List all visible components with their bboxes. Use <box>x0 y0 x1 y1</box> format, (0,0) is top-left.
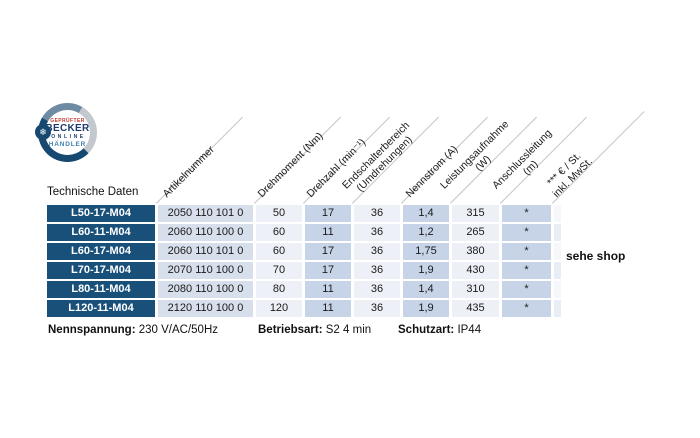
table-cell: * <box>502 205 551 222</box>
model-cell: L80-11-M04 <box>47 281 155 298</box>
table-cell: 265 <box>452 224 499 241</box>
spec-label: Betriebsart: <box>258 324 323 336</box>
table-cell: 17 <box>305 205 351 222</box>
table-cell: 70 <box>256 262 302 279</box>
table-cell: 435 <box>452 300 499 317</box>
column-header-artikelnummer: Artikelnummer <box>160 143 217 200</box>
spec-label: Schutzart: <box>398 324 455 336</box>
table-cell: 310 <box>452 281 499 298</box>
table-cell: * <box>502 243 551 260</box>
table-cell: 1,2 <box>403 224 449 241</box>
table-cell: 430 <box>452 262 499 279</box>
spec-value: 230 V/AC/50Hz <box>138 324 218 336</box>
model-cell: L60-17-M04 <box>47 243 155 260</box>
table-cell: 380 <box>452 243 499 260</box>
badge-text-haendler: HÄNDLER <box>48 140 87 148</box>
table-cell: 1,4 <box>403 281 449 298</box>
spec-label: Nennspannung: <box>48 324 136 336</box>
page-title: Technische Daten <box>47 186 139 198</box>
table-cell: 11 <box>305 300 351 317</box>
table-cell: 60 <box>256 224 302 241</box>
model-cell: L70-17-M04 <box>47 262 155 279</box>
table-cell: 36 <box>354 243 400 260</box>
table-cell: 2050 110 101 0 <box>158 205 253 222</box>
table-cell <box>554 300 561 317</box>
model-cell: L60-11-M04 <box>47 224 155 241</box>
becker-dealer-badge: GEPRÜFTER BECKER ONLINE HÄNDLER ❄ <box>35 103 97 162</box>
table-cell: 36 <box>354 281 400 298</box>
table-cell: 2060 110 101 0 <box>158 243 253 260</box>
table-cell: 36 <box>354 224 400 241</box>
table-cell: 60 <box>256 243 302 260</box>
badge-center: GEPRÜFTER BECKER ONLINE HÄNDLER <box>45 110 90 155</box>
badge-text-online: ONLINE <box>51 133 86 140</box>
table-cell: * <box>502 300 551 317</box>
table-cell: 17 <box>305 262 351 279</box>
table-cell: 11 <box>305 281 351 298</box>
table-cell: 17 <box>305 243 351 260</box>
spec-value: S2 4 min <box>325 324 372 336</box>
table-cell <box>554 281 561 298</box>
table-cell: 315 <box>452 205 499 222</box>
snowflake-icon: ❄ <box>35 124 51 140</box>
table-cell: 50 <box>256 205 302 222</box>
table-cell: 2080 110 100 0 <box>158 281 253 298</box>
table-cell: * <box>502 281 551 298</box>
spec-nennspannung: Nennspannung: 230 V/AC/50Hz <box>48 324 218 336</box>
table-cell <box>554 205 561 222</box>
table-cell: 1,9 <box>403 262 449 279</box>
spec-betriebsart: Betriebsart: S2 4 min <box>258 324 371 336</box>
table-cell: 1,9 <box>403 300 449 317</box>
table-cell <box>554 224 561 241</box>
model-cell: L120-11-M04 <box>47 300 155 317</box>
spec-value: IP44 <box>457 324 482 336</box>
table-cell: 1,75 <box>403 243 449 260</box>
table-cell: 36 <box>354 300 400 317</box>
table-cell: 80 <box>256 281 302 298</box>
technical-data-table: L50-17-M04 2050 110 101 0 50 17 36 1,4 3… <box>47 205 561 317</box>
table-cell: 2120 110 100 0 <box>158 300 253 317</box>
table-cell: 120 <box>256 300 302 317</box>
table-cell: 36 <box>354 205 400 222</box>
table-cell: 1,4 <box>403 205 449 222</box>
table-cell: 2060 110 100 0 <box>158 224 253 241</box>
table-cell: * <box>502 262 551 279</box>
badge-brand: BECKER <box>45 122 90 134</box>
table-cell: * <box>502 224 551 241</box>
table-cell: 36 <box>354 262 400 279</box>
table-cell: 11 <box>305 224 351 241</box>
table-cell: 2070 110 100 0 <box>158 262 253 279</box>
price-note: sehe shop <box>566 249 626 263</box>
spec-schutzart: Schutzart: IP44 <box>398 324 481 336</box>
table-cell <box>554 243 561 260</box>
badge-text-geprueft: GEPRÜFTER <box>50 117 85 124</box>
model-cell: L50-17-M04 <box>47 205 155 222</box>
table-cell <box>554 262 561 279</box>
